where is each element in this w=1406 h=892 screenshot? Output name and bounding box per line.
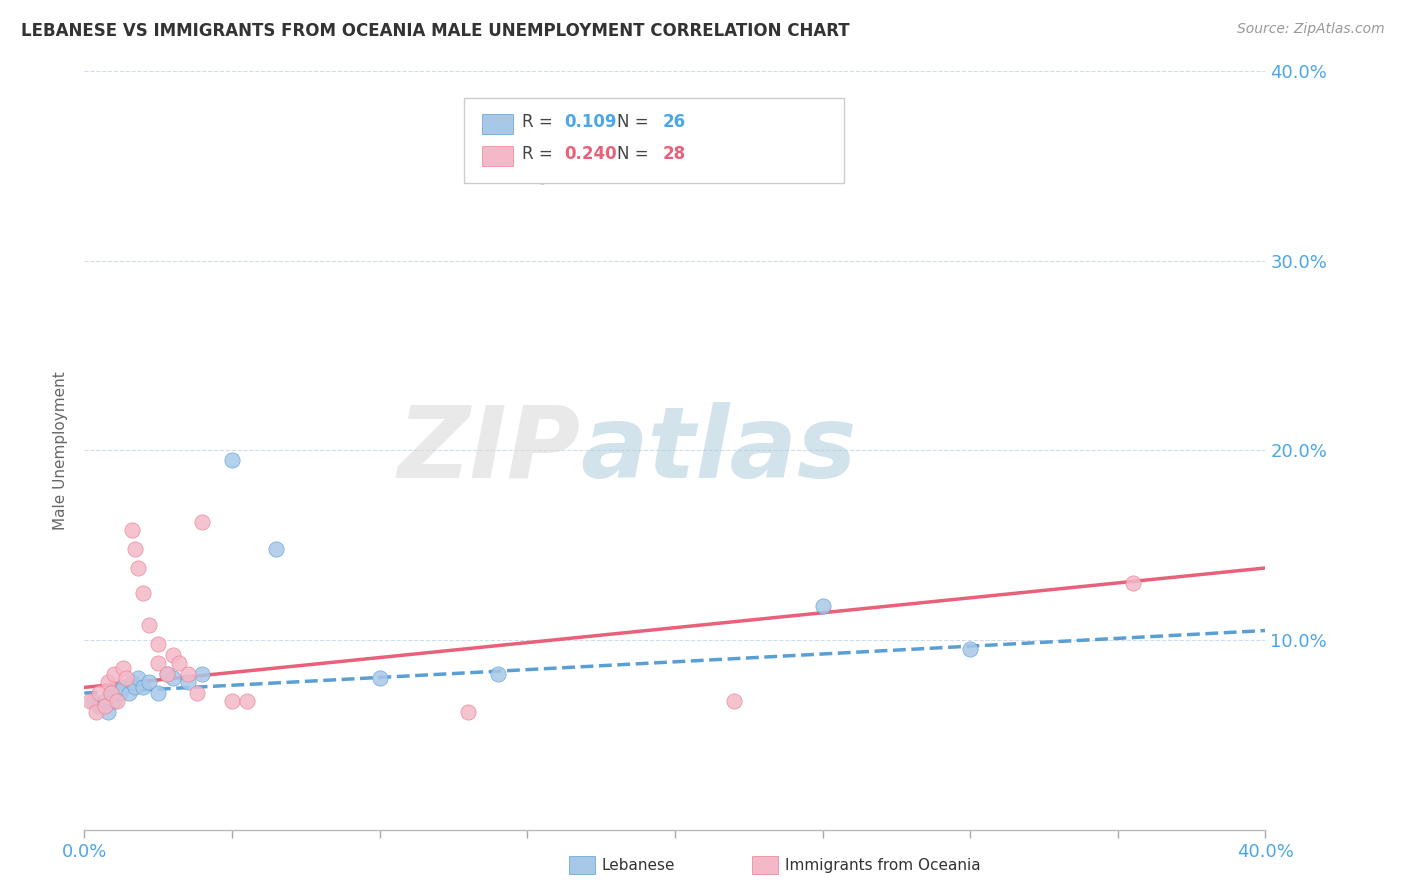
Point <box>114 671 136 685</box>
Point <box>148 686 170 700</box>
Point <box>124 681 146 695</box>
Point <box>121 523 143 537</box>
Text: ZIP: ZIP <box>398 402 581 499</box>
Point <box>221 453 243 467</box>
Point <box>105 694 128 708</box>
Point <box>127 561 149 575</box>
Point <box>959 642 981 657</box>
Point <box>103 694 125 708</box>
Point <box>124 542 146 557</box>
Point <box>84 705 107 719</box>
Point <box>138 618 160 632</box>
Point <box>87 686 111 700</box>
Point <box>111 681 134 695</box>
Point <box>100 686 122 700</box>
Text: R =: R = <box>522 113 558 131</box>
Text: R =: R = <box>522 145 558 163</box>
Text: LEBANESE VS IMMIGRANTS FROM OCEANIA MALE UNEMPLOYMENT CORRELATION CHART: LEBANESE VS IMMIGRANTS FROM OCEANIA MALE… <box>21 22 849 40</box>
Point <box>108 686 131 700</box>
Point <box>486 667 509 681</box>
Point <box>191 667 214 681</box>
Point <box>162 671 184 685</box>
Text: Immigrants from Oceania: Immigrants from Oceania <box>785 858 980 872</box>
Point <box>221 694 243 708</box>
Point <box>138 674 160 689</box>
Point <box>148 637 170 651</box>
Point <box>132 585 155 599</box>
Point <box>94 699 117 714</box>
Point <box>266 542 288 557</box>
Point <box>811 599 834 613</box>
Point <box>100 686 122 700</box>
Point <box>236 694 259 708</box>
Point <box>94 694 117 708</box>
Point <box>127 671 149 685</box>
Point <box>132 681 155 695</box>
Y-axis label: Male Unemployment: Male Unemployment <box>53 371 69 530</box>
Point <box>162 648 184 662</box>
Point <box>111 661 134 675</box>
Point <box>121 674 143 689</box>
Text: Lebanese: Lebanese <box>602 858 675 872</box>
Point <box>97 705 120 719</box>
Text: 26: 26 <box>662 113 685 131</box>
Point <box>148 656 170 670</box>
Text: 0.109: 0.109 <box>564 113 616 131</box>
Point <box>79 694 101 708</box>
Point <box>82 694 104 708</box>
Point <box>723 694 745 708</box>
Text: 28: 28 <box>662 145 685 163</box>
Text: N =: N = <box>617 113 654 131</box>
Point <box>167 656 190 670</box>
Text: Source: ZipAtlas.com: Source: ZipAtlas.com <box>1237 22 1385 37</box>
Point <box>191 516 214 530</box>
Text: N =: N = <box>617 145 654 163</box>
Point <box>156 667 179 681</box>
Point <box>97 674 120 689</box>
Point <box>87 699 111 714</box>
Point <box>531 169 554 183</box>
Point <box>103 667 125 681</box>
Point <box>1122 576 1144 591</box>
Point <box>177 674 200 689</box>
Text: atlas: atlas <box>581 402 856 499</box>
Point <box>118 686 141 700</box>
Point <box>186 686 208 700</box>
Point <box>368 671 391 685</box>
Point <box>156 667 179 681</box>
Point <box>457 705 479 719</box>
Point <box>177 667 200 681</box>
Text: 0.240: 0.240 <box>564 145 616 163</box>
